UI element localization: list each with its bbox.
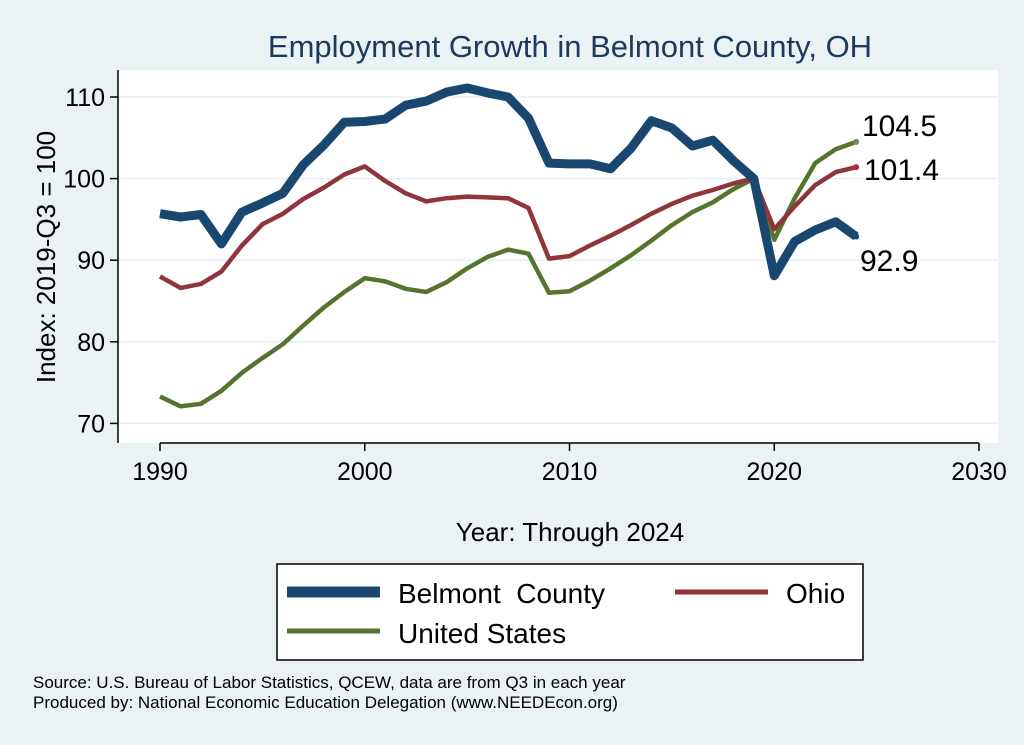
axes: 70 80 90 100 110 1990 2000 2010 2020 2030 bbox=[63, 70, 1007, 486]
y-tick-label-90: 90 bbox=[77, 247, 105, 275]
grid-lines bbox=[118, 96, 998, 425]
end-point-belmont bbox=[853, 233, 860, 240]
x-tick-label-2010: 2010 bbox=[542, 458, 598, 486]
legend-box bbox=[276, 563, 864, 661]
legend-label-us: United States bbox=[398, 618, 566, 649]
source-note: Source: U.S. Bureau of Labor Statistics,… bbox=[33, 673, 626, 692]
x-tick-label-2000: 2000 bbox=[337, 458, 393, 486]
y-tick-label-100: 100 bbox=[63, 166, 105, 194]
end-point-ohio bbox=[853, 164, 860, 171]
end-label-ohio: 101.4 bbox=[864, 154, 939, 187]
produced-by-note: Produced by: National Economic Education… bbox=[33, 693, 618, 712]
series-line-ohio bbox=[158, 164, 857, 291]
y-tick-label-70: 70 bbox=[77, 410, 105, 438]
legend: Belmont County Ohio United States bbox=[276, 563, 864, 661]
chart-title: Employment Growth in Belmont County, OH bbox=[268, 29, 872, 64]
legend-label-belmont: Belmont County bbox=[398, 578, 605, 609]
end-label-us: 104.5 bbox=[862, 110, 937, 143]
end-label-belmont: 92.9 bbox=[860, 245, 918, 278]
x-tick-label-1990: 1990 bbox=[132, 458, 188, 486]
y-tick-label-110: 110 bbox=[65, 84, 105, 112]
x-tick-label-2020: 2020 bbox=[746, 458, 802, 486]
end-point-us bbox=[853, 138, 860, 145]
x-tick-label-2030: 2030 bbox=[951, 458, 1007, 486]
end-labels: 92.9 101.4 104.5 bbox=[853, 110, 939, 278]
y-axis-title: Index: 2019-Q3 = 100 bbox=[31, 131, 61, 383]
legend-label-ohio: Ohio bbox=[786, 578, 845, 609]
series-lines bbox=[158, 83, 859, 409]
x-axis-title: Year: Through 2024 bbox=[456, 517, 684, 547]
series-line-us bbox=[159, 139, 857, 409]
y-tick-label-80: 80 bbox=[77, 329, 105, 357]
series-line-belmont bbox=[159, 83, 859, 281]
